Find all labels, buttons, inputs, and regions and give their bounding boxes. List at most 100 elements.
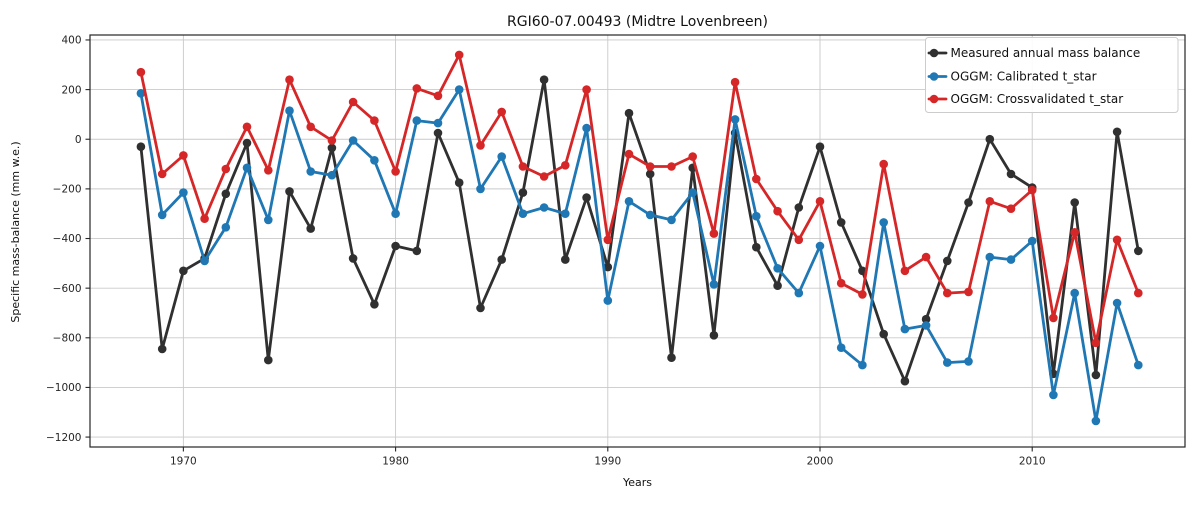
series-marker-1: [242, 163, 252, 173]
series-marker-1: [645, 210, 655, 220]
series-marker-1: [539, 203, 549, 212]
y-tick-label: −800: [53, 332, 82, 344]
series-marker-1: [900, 324, 910, 334]
series-marker-0: [921, 314, 931, 324]
series-marker-0: [264, 355, 273, 365]
series-marker-2: [497, 107, 507, 117]
series-marker-2: [603, 235, 613, 245]
y-tick-label: −1000: [46, 382, 82, 394]
x-axis-label: Years: [622, 476, 652, 489]
series-marker-0: [815, 142, 825, 151]
series-marker-1: [285, 106, 294, 115]
series-marker-2: [943, 288, 952, 298]
series-marker-0: [1070, 198, 1079, 207]
series-marker-2: [794, 235, 804, 245]
series-marker-1: [433, 118, 443, 128]
series-marker-1: [815, 241, 825, 251]
series-marker-0: [794, 203, 804, 212]
series-marker-1: [1091, 416, 1101, 426]
series-marker-2: [285, 75, 294, 84]
series-marker-2: [709, 229, 719, 238]
series-marker-0: [412, 246, 422, 256]
series-marker-1: [624, 197, 634, 206]
series-marker-1: [348, 136, 358, 145]
series-marker-1: [667, 215, 676, 225]
series-marker-1: [412, 116, 422, 125]
series-marker-0: [518, 188, 528, 197]
series-marker-0: [306, 224, 316, 233]
series-marker-1: [836, 343, 846, 353]
series-marker-1: [773, 264, 782, 273]
series-marker-1: [179, 188, 188, 197]
series-line-2: [139, 53, 1140, 345]
series-marker-2: [136, 67, 146, 77]
series-marker-2: [1091, 338, 1101, 348]
series-marker-0: [900, 376, 910, 386]
plot-frame: [89, 34, 1186, 448]
series-marker-1: [327, 170, 337, 180]
series-marker-1: [794, 288, 804, 298]
series-marker-2: [539, 172, 549, 181]
series-marker-2: [221, 164, 231, 174]
series-marker-0: [582, 193, 591, 202]
chart-title: RGI60-07.00493 (Midtre Lovenbreen): [507, 14, 768, 30]
series-marker-1: [454, 85, 464, 94]
series-marker-0: [645, 169, 655, 179]
series-marker-2: [964, 287, 973, 297]
series-marker-0: [752, 242, 761, 252]
y-tick-label: 0: [75, 134, 82, 146]
series-marker-2: [921, 252, 931, 262]
series-marker-0: [285, 187, 294, 196]
ticks-layer: 1970 1980 1990 2000 20104002000−200−400−600−…: [46, 35, 1046, 468]
series-marker-0: [454, 178, 464, 187]
series-marker-0: [943, 256, 952, 266]
series-marker-0: [327, 143, 337, 153]
y-tick-label: −200: [53, 184, 82, 196]
series-marker-0: [221, 189, 231, 199]
legend-marker: [929, 94, 939, 104]
series-marker-2: [1112, 235, 1122, 245]
series-marker-0: [179, 266, 188, 276]
series-marker-2: [242, 122, 252, 132]
series-marker-0: [157, 344, 167, 354]
series-marker-2: [348, 97, 358, 107]
legend-item-label: OGGM: Crossvalidated t_star: [951, 92, 1124, 106]
y-tick-label: 400: [61, 35, 81, 47]
x-tick-label: 2010: [1019, 456, 1046, 468]
series-marker-2: [391, 167, 400, 176]
x-tick-label: 2000: [807, 456, 834, 468]
series-marker-1: [370, 156, 379, 165]
series-marker-2: [900, 266, 910, 276]
series-marker-1: [921, 321, 931, 330]
series-marker-2: [1006, 204, 1016, 213]
series-marker-0: [370, 300, 379, 309]
series-marker-2: [836, 278, 846, 288]
legend-box: [925, 37, 1179, 113]
series-marker-1: [1006, 255, 1016, 264]
x-tick-label: 1980: [382, 456, 409, 468]
series-marker-1: [752, 211, 761, 221]
series-marker-1: [879, 218, 888, 227]
series-marker-1: [1112, 298, 1122, 308]
series-marker-1: [306, 167, 316, 176]
series-marker-2: [412, 84, 422, 93]
series-marker-2: [879, 159, 888, 169]
series-marker-2: [858, 290, 867, 299]
series-marker-1: [391, 209, 400, 218]
series-marker-0: [476, 303, 485, 313]
series-marker-2: [985, 197, 995, 206]
y-axis-label: Specific mass-balance (mm w.e.): [9, 141, 22, 322]
series-marker-2: [327, 136, 337, 145]
series-marker-1: [1027, 236, 1037, 246]
series-marker-2: [306, 122, 316, 132]
series-marker-0: [879, 329, 888, 339]
legend-marker: [929, 72, 939, 81]
series-marker-1: [200, 256, 209, 266]
series-marker-2: [1027, 185, 1037, 195]
series-marker-0: [667, 353, 676, 363]
series-marker-0: [985, 134, 995, 144]
y-tick-label: −400: [53, 233, 82, 245]
series-marker-1: [561, 209, 570, 218]
series-marker-2: [200, 214, 209, 223]
